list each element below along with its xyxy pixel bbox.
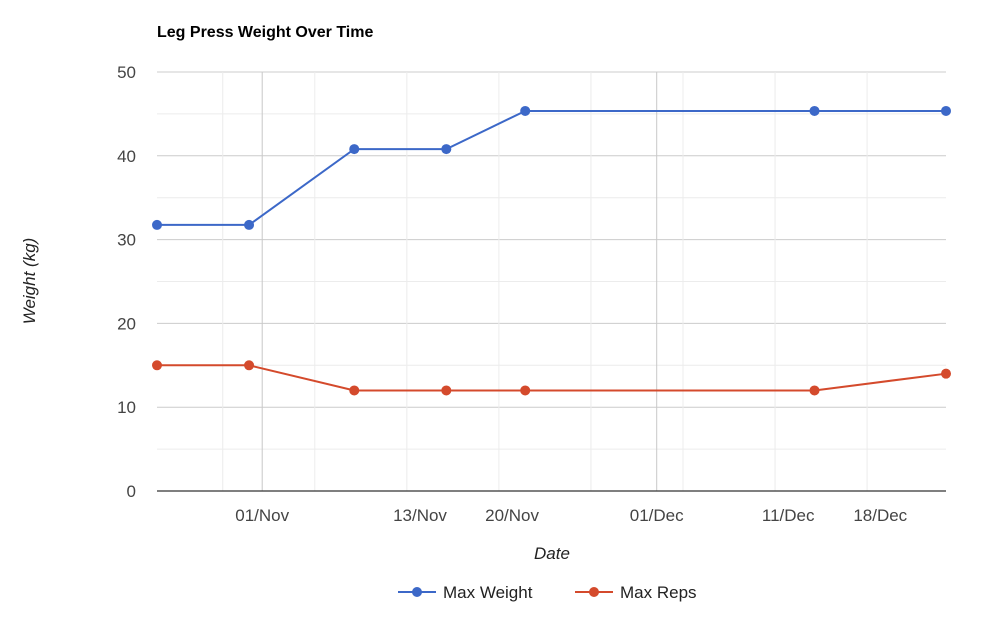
- legend-label: Max Reps: [620, 583, 697, 602]
- y-tick-label: 30: [117, 231, 136, 250]
- data-point: [152, 360, 162, 371]
- x-tick-label: 13/Nov: [393, 506, 447, 525]
- data-point: [441, 144, 452, 155]
- data-point: [441, 385, 452, 396]
- legend-marker: [589, 587, 599, 597]
- x-tick-label: 20/Nov: [485, 506, 539, 525]
- grid: [157, 71, 946, 491]
- data-point: [809, 385, 820, 396]
- series-line: [157, 109, 946, 226]
- data-point: [520, 105, 531, 116]
- x-tick-label: 11/Dec: [762, 506, 815, 525]
- y-tick-label: 40: [117, 147, 136, 166]
- data-point: [349, 385, 360, 396]
- x-tick-label: 01/Dec: [630, 506, 684, 525]
- y-axis-label: Weight (kg): [20, 238, 39, 325]
- x-tick-label: 18/Dec: [853, 506, 907, 525]
- data-point: [941, 105, 951, 116]
- y-tick-label: 20: [117, 314, 136, 333]
- legend: Max Weight Max Reps: [398, 583, 697, 602]
- series-line: [157, 364, 947, 392]
- x-tick-label: 01/Nov: [235, 506, 289, 525]
- chart-title: Leg Press Weight Over Time: [157, 24, 373, 41]
- data-point: [152, 219, 162, 230]
- data-point: [349, 144, 360, 155]
- data-point: [244, 360, 255, 371]
- data-point: [244, 219, 255, 230]
- y-tick-label: 0: [127, 482, 136, 501]
- legend-label: Max Weight: [443, 583, 533, 602]
- data-point: [809, 105, 820, 116]
- axes: 0 10 20 30 40 50 01/Nov 13/Nov 20/Nov 01/Dec 11/De…: [117, 63, 946, 525]
- y-tick-label: 50: [117, 63, 136, 82]
- data-point: [941, 368, 951, 379]
- y-tick-label: 10: [117, 398, 136, 417]
- data-point: [520, 385, 531, 396]
- series: [152, 105, 951, 396]
- legend-marker: [412, 587, 422, 597]
- x-axis-label: Date: [534, 544, 570, 563]
